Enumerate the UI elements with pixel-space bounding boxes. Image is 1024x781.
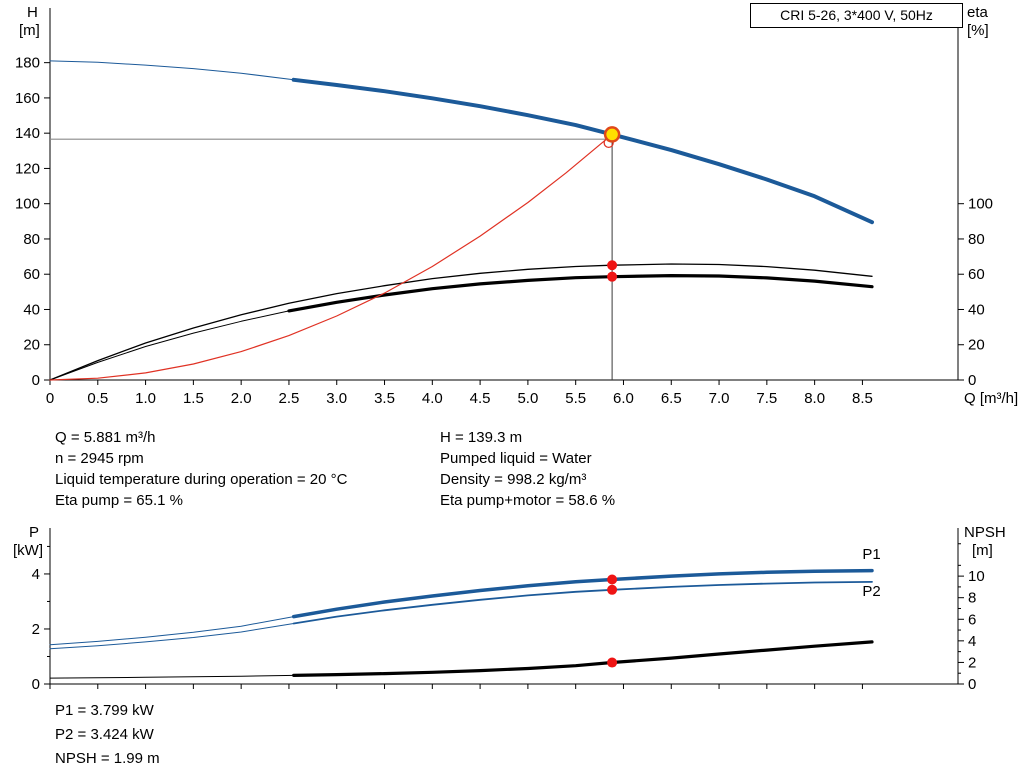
svg-text:140: 140 xyxy=(15,125,40,142)
svg-text:1.0: 1.0 xyxy=(135,390,156,407)
svg-text:2.0: 2.0 xyxy=(231,390,252,407)
svg-text:4: 4 xyxy=(968,633,976,650)
info-eta-pump-motor: Eta pump+motor = 58.6 % xyxy=(440,492,616,509)
svg-text:60: 60 xyxy=(968,266,985,283)
svg-text:160: 160 xyxy=(15,90,40,107)
svg-text:3.0: 3.0 xyxy=(326,390,347,407)
svg-text:6.0: 6.0 xyxy=(613,390,634,407)
svg-text:60: 60 xyxy=(23,266,40,283)
duty-point-marker xyxy=(603,126,621,143)
head-curve-extension xyxy=(49,60,295,81)
svg-text:5.5: 5.5 xyxy=(565,390,586,407)
svg-text:2.5: 2.5 xyxy=(279,390,300,407)
info-head: H = 139.3 m xyxy=(440,429,523,446)
info-density: Density = 998.2 kg/m³ xyxy=(440,471,587,488)
series-label-p2: P2 xyxy=(862,583,880,600)
svg-text:8: 8 xyxy=(968,590,976,607)
tick-labels: 0 0.5 1.0 1.5 2.0 2.5 3.0 3.5 4.0 4.5 5.0 5.5 6.0 6.5… xyxy=(15,55,1018,407)
svg-text:1.5: 1.5 xyxy=(183,390,204,407)
svg-text:40: 40 xyxy=(968,301,985,318)
p2-curve xyxy=(292,581,873,625)
pump-model-label: CRI 5-26, 3*400 V, 50Hz xyxy=(750,3,963,28)
curve-duty-dot-marker xyxy=(607,260,618,271)
p-axis-title: P xyxy=(29,524,40,541)
p-axis-unit: [kW] xyxy=(13,542,43,559)
duty-info-left-column: Q = 5.881 m³/h n = 2945 rpm Liquid tempe… xyxy=(55,427,347,511)
h-axis-title: H xyxy=(27,4,38,21)
eta-axis-title: eta xyxy=(967,4,988,21)
axes xyxy=(44,8,964,385)
svg-text:7.0: 7.0 xyxy=(709,390,730,407)
svg-text:0.5: 0.5 xyxy=(87,390,108,407)
p1-curve-extension xyxy=(49,616,295,646)
info-pumped-liquid: Pumped liquid = Water xyxy=(440,450,592,467)
svg-text:0: 0 xyxy=(968,372,976,389)
svg-text:180: 180 xyxy=(15,55,40,72)
svg-text:0: 0 xyxy=(968,676,976,693)
svg-text:Q [m³/h]: Q [m³/h] xyxy=(964,390,1018,407)
eta-axis-unit: [%] xyxy=(967,22,989,39)
svg-text:10: 10 xyxy=(968,568,985,585)
info-speed: n = 2945 rpm xyxy=(55,450,144,467)
info-p1: P1 = 3.799 kW xyxy=(55,702,154,719)
duty-info-right-column: H = 139.3 m Pumped liquid = Water Densit… xyxy=(440,427,615,511)
info-p2: P2 = 3.424 kW xyxy=(55,726,154,743)
curve-duty-dot-marker xyxy=(607,584,618,595)
info-flow: Q = 5.881 m³/h xyxy=(55,429,156,446)
info-liquid-temp: Liquid temperature during operation = 20… xyxy=(55,471,348,488)
svg-text:4.5: 4.5 xyxy=(470,390,491,407)
svg-text:4.0: 4.0 xyxy=(422,390,443,407)
system-curve xyxy=(49,133,613,381)
svg-text:6.5: 6.5 xyxy=(661,390,682,407)
eta-pump-motor-extension xyxy=(49,310,290,381)
svg-text:0: 0 xyxy=(46,390,54,407)
svg-text:120: 120 xyxy=(15,160,40,177)
power-info-column: P1 = 3.799 kW P2 = 3.424 kW NPSH = 1.99 … xyxy=(55,699,160,771)
svg-text:5.0: 5.0 xyxy=(517,390,538,407)
curve-duty-dot-marker xyxy=(607,574,618,585)
info-npsh: NPSH = 1.99 m xyxy=(55,750,160,767)
svg-text:80: 80 xyxy=(23,231,40,248)
tick-labels: 0 2 4 0 2 4 6 8 10 xyxy=(32,566,985,693)
svg-text:3.5: 3.5 xyxy=(374,390,395,407)
npsh-curve-extension xyxy=(49,674,295,679)
svg-text:20: 20 xyxy=(23,337,40,354)
curve-duty-dot-marker xyxy=(607,271,618,282)
npsh-curve xyxy=(292,640,874,677)
series-label-p1: P1 xyxy=(862,546,880,563)
head-curve xyxy=(291,77,874,225)
svg-text:40: 40 xyxy=(23,301,40,318)
svg-text:2: 2 xyxy=(968,654,976,671)
svg-text:6: 6 xyxy=(968,611,976,628)
svg-text:2: 2 xyxy=(32,621,40,638)
eta-pump-curve xyxy=(49,263,873,381)
npsh-axis-unit: [m] xyxy=(972,542,993,559)
svg-text:20: 20 xyxy=(968,337,985,354)
axes xyxy=(44,528,964,689)
svg-text:100: 100 xyxy=(15,196,40,213)
svg-text:0: 0 xyxy=(32,372,40,389)
svg-text:4: 4 xyxy=(32,566,40,583)
svg-text:8.5: 8.5 xyxy=(852,390,873,407)
power-npsh-chart: 0 2 4 0 2 4 6 8 10 P1 P2 xyxy=(32,528,985,693)
info-eta-pump: Eta pump = 65.1 % xyxy=(55,492,183,509)
svg-text:0: 0 xyxy=(32,676,40,693)
svg-text:8.0: 8.0 xyxy=(804,390,825,407)
p1-curve xyxy=(291,568,874,619)
svg-text:80: 80 xyxy=(968,231,985,248)
h-axis-unit: [m] xyxy=(19,22,40,39)
curve-duty-dot-marker xyxy=(607,657,618,668)
hq-eta-chart: 0 0.5 1.0 1.5 2.0 2.5 3.0 3.5 4.0 4.5 5.0 5.5 6.0 6.5… xyxy=(15,8,1018,407)
svg-text:7.5: 7.5 xyxy=(756,390,777,407)
p2-curve-extension xyxy=(49,623,295,650)
svg-text:100: 100 xyxy=(968,196,993,213)
npsh-axis-title: NPSH xyxy=(964,524,1006,541)
eta-pump-motor-curve xyxy=(287,274,874,313)
